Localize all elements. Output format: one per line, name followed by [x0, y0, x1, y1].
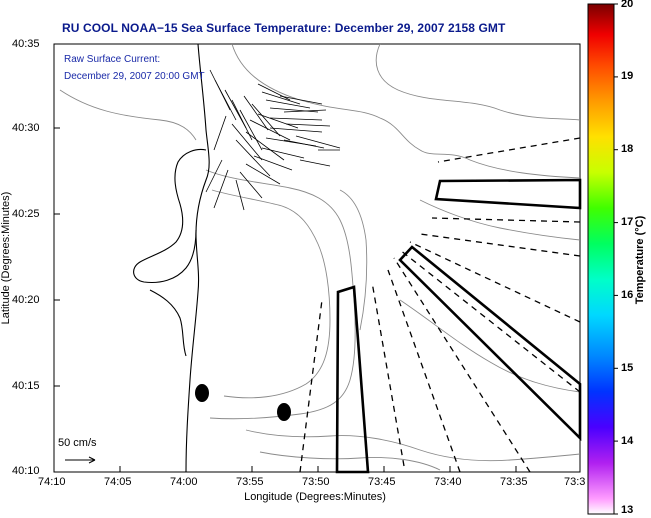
- river-outline: [149, 289, 187, 357]
- axis-ticks: [54, 127, 517, 472]
- colorbar-tick-label: 18: [621, 143, 634, 155]
- sector-outline: [335, 285, 370, 474]
- station-marker: [277, 403, 291, 421]
- radial-line: [419, 233, 581, 257]
- x-tick-label: 73:35: [500, 476, 528, 488]
- y-tick-label: 40:35: [12, 38, 40, 50]
- contour-line: [211, 189, 331, 399]
- coastline: [133, 43, 210, 473]
- scale-arrow: [65, 456, 96, 464]
- contour-line: [339, 189, 368, 331]
- colorbar: [587, 3, 615, 515]
- radial-line: [299, 299, 323, 473]
- bay-outline: [133, 148, 207, 284]
- y-tick-label: 40:10: [12, 465, 40, 477]
- colorbar-tick-label: 17: [621, 216, 634, 228]
- x-tick-label: 73:3: [564, 476, 586, 488]
- y-axis-label: Latitude (Degrees:Minutes): [0, 191, 12, 325]
- colorbar-tick-label: 16: [621, 289, 634, 301]
- x-tick-label: 74:05: [104, 476, 132, 488]
- colorbar-label: Temperature (°C): [634, 215, 646, 305]
- x-tick-label: 74:00: [170, 476, 198, 488]
- annotation-line-2: December 29, 2007 20:00 GMT: [64, 71, 205, 82]
- colorbar-tick-label: 15: [621, 362, 634, 374]
- radial-line: [387, 269, 461, 473]
- radial-line: [431, 217, 581, 223]
- colorbar-tick-label: 14: [621, 435, 634, 447]
- y-tick-label: 40:20: [12, 294, 40, 306]
- colorbar-tick-label: 20: [621, 0, 634, 10]
- radial-line: [371, 281, 405, 467]
- map-title: RU COOL NOAA−15 Sea Surface Temperature:…: [62, 21, 506, 35]
- y-tick-label: 40:30: [12, 122, 40, 134]
- colorbar-tick-label: 19: [621, 70, 634, 82]
- radial-line: [393, 257, 531, 473]
- current-vectors: [205, 69, 341, 211]
- sector-outline: [398, 245, 582, 442]
- x-axis-label: Longitude (Degrees:Minutes): [244, 491, 386, 503]
- sector-outline: [434, 178, 582, 210]
- plot-area: [53, 43, 582, 474]
- radial-line: [437, 137, 581, 163]
- x-tick-label: 74:10: [38, 476, 66, 488]
- radial-line: [399, 249, 581, 393]
- radial-line: [409, 241, 581, 323]
- radar-sectors: [335, 178, 582, 474]
- scale-label: 50 cm/s: [58, 437, 97, 449]
- station-marker: [195, 384, 209, 402]
- contour-line: [419, 199, 581, 241]
- contour-line: [399, 299, 581, 393]
- x-tick-label: 73:40: [434, 476, 462, 488]
- contour-line: [259, 451, 441, 471]
- colorbar-tick-label: 13: [621, 504, 634, 516]
- colorbar-ticks: [614, 3, 618, 515]
- contour-line: [59, 89, 197, 141]
- contour-line: [375, 43, 581, 121]
- y-tick-label: 40:25: [12, 208, 40, 220]
- radar-radials: [299, 137, 581, 473]
- annotation-line-1: Raw Surface Current:: [64, 54, 161, 65]
- contour-line: [245, 429, 581, 462]
- y-tick-label: 40:15: [12, 380, 40, 392]
- x-tick-label: 73:45: [368, 476, 396, 488]
- contour-line: [231, 43, 581, 179]
- x-tick-label: 73:55: [236, 476, 264, 488]
- x-tick-label: 73:50: [302, 476, 330, 488]
